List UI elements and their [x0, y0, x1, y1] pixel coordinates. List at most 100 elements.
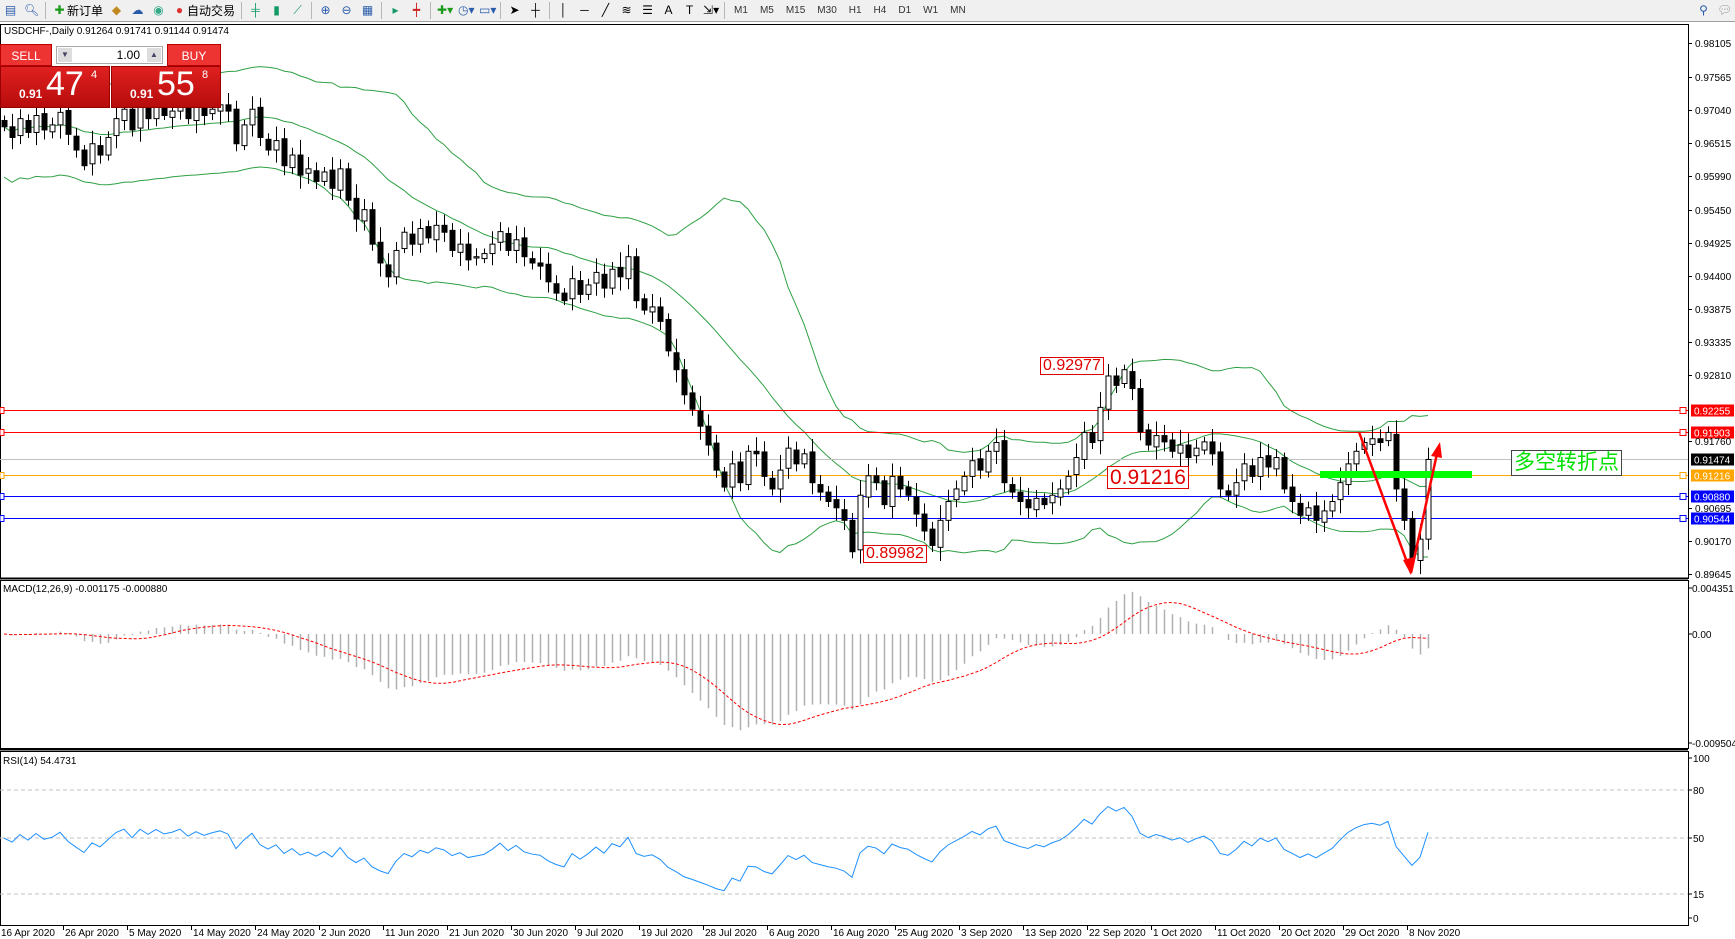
candle[interactable]: [1209, 428, 1216, 466]
line-handle[interactable]: [0, 407, 5, 414]
candle[interactable]: [49, 117, 56, 139]
gold-icon[interactable]: ◆: [111, 3, 122, 17]
indicators-icon[interactable]: ✚▾: [437, 3, 454, 17]
candle[interactable]: [849, 513, 856, 559]
line-handle[interactable]: [1679, 429, 1687, 436]
candle[interactable]: [417, 218, 424, 253]
grid-lines-icon[interactable]: ☰: [642, 3, 653, 17]
candle[interactable]: [1097, 392, 1104, 455]
candle[interactable]: [1, 115, 8, 132]
lot-value[interactable]: 1.00: [116, 48, 140, 62]
candle[interactable]: [1257, 442, 1264, 491]
bar-chart-icon[interactable]: ╪: [251, 3, 260, 17]
candle[interactable]: [513, 225, 520, 264]
candle[interactable]: [657, 297, 664, 330]
candle[interactable]: [257, 97, 264, 147]
candle[interactable]: [1281, 452, 1288, 494]
candle[interactable]: [1297, 493, 1304, 524]
new-window-icon[interactable]: ▤: [4, 3, 17, 17]
candle[interactable]: [297, 139, 304, 189]
candle[interactable]: [905, 480, 912, 501]
timeframe-w1[interactable]: W1: [923, 5, 939, 16]
candle[interactable]: [1241, 453, 1248, 491]
candle[interactable]: [241, 119, 248, 151]
trendline-icon[interactable]: ╱: [601, 3, 610, 17]
sell-button[interactable]: SELL: [0, 44, 52, 66]
timeframe-mn[interactable]: MN: [950, 5, 966, 16]
candle[interactable]: [841, 498, 848, 530]
candle[interactable]: [697, 395, 704, 440]
candle[interactable]: [113, 104, 120, 149]
scroll-icon[interactable]: ▸: [392, 3, 399, 17]
candle[interactable]: [1369, 425, 1376, 457]
up-arrow-line[interactable]: [1409, 448, 1440, 574]
new-order-button[interactable]: ✚ 新订单: [49, 1, 106, 20]
candle[interactable]: [89, 130, 96, 176]
candle[interactable]: [689, 385, 696, 416]
candle[interactable]: [1145, 423, 1152, 451]
buy-price[interactable]: 0.91 55 8: [111, 65, 221, 108]
search-icon[interactable]: ⚲: [1699, 3, 1708, 17]
candle[interactable]: [377, 227, 384, 277]
fibonacci-icon[interactable]: ≋: [621, 3, 632, 17]
line-handle[interactable]: [0, 429, 5, 436]
candle[interactable]: [1265, 443, 1272, 478]
arrows-icon[interactable]: ⇲▾: [703, 3, 720, 17]
sell-price[interactable]: 0.91 47 4: [0, 65, 110, 108]
candle[interactable]: [521, 227, 528, 267]
candle[interactable]: [1057, 479, 1064, 506]
candle[interactable]: [585, 278, 592, 300]
candle[interactable]: [1161, 424, 1168, 452]
candle[interactable]: [921, 503, 928, 541]
candle[interactable]: [1137, 378, 1144, 441]
timeframe-d1[interactable]: D1: [898, 5, 912, 16]
candle[interactable]: [889, 463, 896, 519]
zoom-out-icon[interactable]: ⊖: [341, 3, 352, 17]
chart-area[interactable]: 0.92255 0.91903 0.91474 0.91216 0.90880 0.905…: [0, 23, 1735, 939]
candle[interactable]: [977, 449, 984, 479]
candle[interactable]: [1113, 367, 1120, 393]
annotation-pivot[interactable]: 0.91216: [1107, 466, 1189, 489]
candle[interactable]: [1385, 426, 1392, 447]
candle[interactable]: [313, 162, 320, 189]
chart-canvas[interactable]: 0.922550.919030.914740.912160.908800.905…: [0, 23, 1735, 939]
candle[interactable]: [1169, 432, 1176, 458]
candle[interactable]: [673, 338, 680, 383]
candle[interactable]: [9, 113, 16, 150]
candle[interactable]: [1129, 358, 1136, 401]
horizontal-line-icon[interactable]: ─: [580, 3, 589, 17]
cursor-icon[interactable]: ➤: [509, 3, 520, 17]
text-icon[interactable]: A: [664, 3, 673, 17]
candle[interactable]: [1105, 364, 1112, 420]
candle[interactable]: [633, 248, 640, 309]
candle[interactable]: [1313, 491, 1320, 533]
tile-icon[interactable]: ▦: [361, 3, 374, 17]
candle[interactable]: [1153, 421, 1160, 460]
vertical-line-icon[interactable]: │: [559, 3, 568, 17]
candle[interactable]: [1305, 501, 1312, 521]
candle[interactable]: [97, 136, 104, 164]
candle[interactable]: [601, 263, 608, 298]
candle[interactable]: [1177, 429, 1184, 467]
candle[interactable]: [881, 475, 888, 510]
templates-icon[interactable]: ▭▾: [479, 3, 497, 17]
candle[interactable]: [1185, 433, 1192, 469]
crosshair-icon[interactable]: ┼: [531, 3, 540, 17]
candle[interactable]: [593, 258, 600, 296]
candle[interactable]: [385, 253, 392, 288]
timeframe-m1[interactable]: M1: [734, 5, 748, 16]
candle[interactable]: [537, 247, 544, 280]
candle[interactable]: [481, 248, 488, 264]
candle[interactable]: [425, 220, 432, 244]
candle[interactable]: [1121, 364, 1128, 389]
candle[interactable]: [769, 471, 776, 496]
chat-icon[interactable]: 💬︎: [1717, 3, 1733, 17]
candle[interactable]: [1289, 474, 1296, 514]
buy-button[interactable]: BUY: [167, 44, 221, 66]
candle[interactable]: [793, 441, 800, 472]
annotation-turning-point[interactable]: 多空转折点: [1511, 450, 1622, 476]
candle[interactable]: [801, 448, 808, 469]
candle[interactable]: [433, 211, 440, 253]
candle[interactable]: [33, 101, 40, 146]
candle[interactable]: [1273, 449, 1280, 477]
